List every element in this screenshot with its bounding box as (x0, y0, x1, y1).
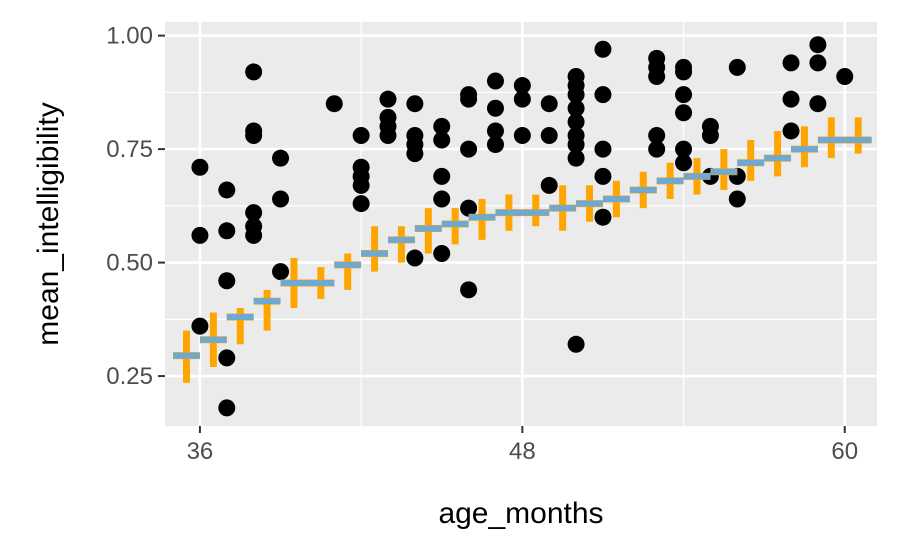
data-point (460, 90, 478, 108)
x-axis: 36 48 60 (187, 426, 858, 465)
data-point (809, 95, 827, 113)
data-point (379, 126, 397, 144)
data-point (272, 149, 290, 167)
data-point (594, 40, 612, 58)
data-point (406, 145, 424, 163)
data-point (191, 226, 209, 244)
x-axis-title: age_months (438, 497, 603, 530)
data-point (406, 249, 424, 267)
data-point (218, 399, 236, 417)
data-point (218, 181, 236, 199)
data-point (567, 136, 585, 154)
data-point (218, 349, 236, 367)
data-point (352, 176, 370, 194)
data-point (540, 95, 558, 113)
x-tick-label: 36 (187, 438, 214, 465)
data-point (218, 222, 236, 240)
x-tick-label: 48 (509, 438, 536, 465)
data-point (594, 167, 612, 185)
data-point (460, 199, 478, 217)
y-tick-label: 0.25 (106, 363, 153, 390)
data-point (675, 154, 693, 172)
major-gridlines (165, 22, 877, 426)
data-point (648, 126, 666, 144)
data-point (728, 58, 746, 76)
data-point (540, 176, 558, 194)
data-point (513, 90, 531, 108)
data-point (379, 90, 397, 108)
data-point (245, 126, 263, 144)
scatter-points (191, 36, 854, 417)
data-point (486, 122, 504, 140)
data-point (272, 263, 290, 281)
data-point (406, 95, 424, 113)
data-point (513, 126, 531, 144)
data-point (325, 95, 343, 113)
data-point (675, 140, 693, 158)
data-point (701, 126, 719, 144)
x-tick-label: 60 (831, 438, 858, 465)
y-axis: 0.25 0.50 0.75 1.00 (106, 23, 165, 390)
data-point (486, 72, 504, 90)
data-point (433, 117, 451, 135)
data-point (648, 140, 666, 158)
data-point (836, 67, 854, 85)
y-tick-label: 1.00 (106, 23, 153, 50)
data-point (486, 99, 504, 117)
y-axis-title: mean_intelligibility (32, 102, 65, 345)
data-point (809, 54, 827, 72)
data-point (352, 195, 370, 213)
data-point (648, 67, 666, 85)
y-tick-label: 0.75 (106, 136, 153, 163)
data-point (594, 140, 612, 158)
data-point (594, 86, 612, 104)
data-point (567, 149, 585, 167)
data-point (460, 140, 478, 158)
data-point (352, 126, 370, 144)
data-point (594, 208, 612, 226)
data-point (433, 167, 451, 185)
data-point (782, 122, 800, 140)
data-point (433, 245, 451, 263)
data-point (245, 226, 263, 244)
data-point (540, 126, 558, 144)
data-point (809, 36, 827, 54)
data-point (486, 136, 504, 154)
data-point (675, 63, 693, 81)
data-point (567, 86, 585, 104)
data-point (245, 204, 263, 222)
y-tick-label: 0.50 (106, 250, 153, 277)
data-point (782, 54, 800, 72)
data-point (245, 63, 263, 81)
data-point (567, 113, 585, 131)
data-point (218, 272, 236, 290)
data-point (782, 90, 800, 108)
data-point (567, 99, 585, 117)
data-point (567, 335, 585, 353)
data-point (675, 86, 693, 104)
fit-segments (173, 136, 872, 360)
data-point (272, 190, 290, 208)
data-point (191, 158, 209, 176)
data-point (513, 77, 531, 95)
data-point (675, 104, 693, 122)
data-point (728, 190, 746, 208)
data-point (433, 131, 451, 149)
data-point (433, 190, 451, 208)
data-point (460, 281, 478, 299)
data-point (191, 317, 209, 335)
